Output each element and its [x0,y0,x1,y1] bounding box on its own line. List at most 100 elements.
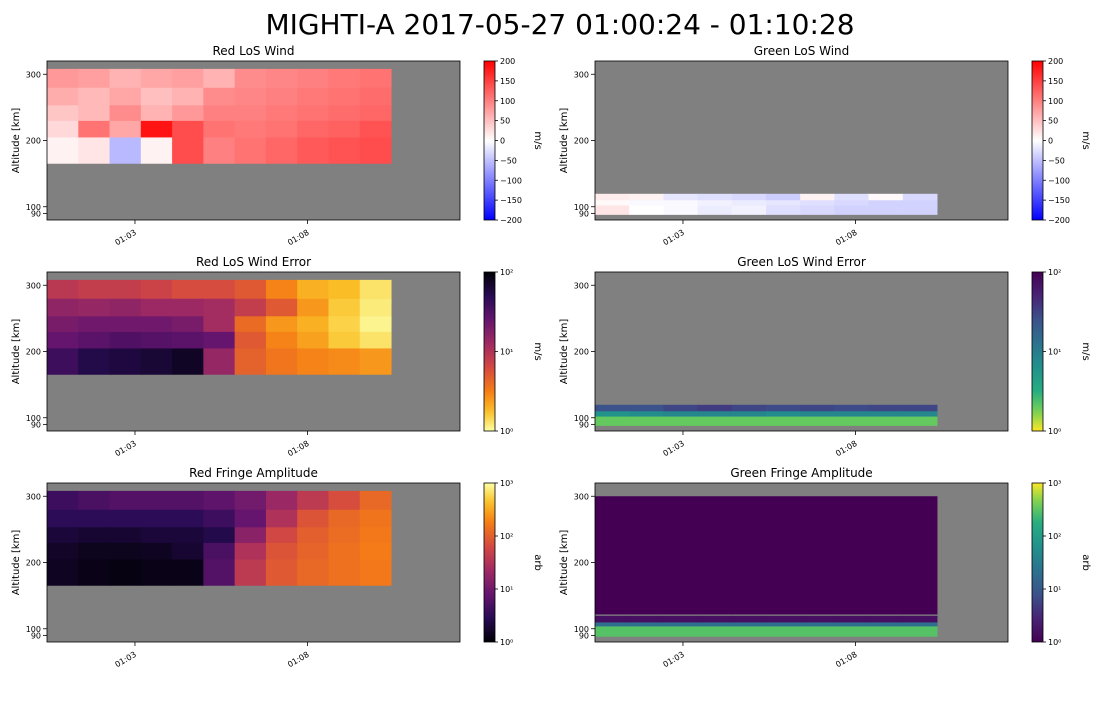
heatmap-cell [47,559,79,586]
heatmap-cell [902,615,938,627]
heatmap-cell [109,348,142,375]
y-tick-label: 90 [579,209,589,218]
colorbar-label: arb [1080,554,1091,571]
y-tick-label: 200 [574,559,589,568]
heatmap-cell [731,193,767,205]
colorbar-tick-label: −50 [1048,156,1065,165]
heatmap-cell [629,404,664,416]
y-tick-label: 90 [579,420,589,429]
heatmap-cell [765,205,801,215]
colorbar-tick-label: 10² [500,268,513,277]
heatmap-cell [765,626,801,637]
x-tick-label: 01:03 [113,439,137,458]
heatmap-cell [697,416,733,426]
heatmap-cell [834,615,870,627]
heatmap-cell [140,559,173,586]
y-tick-label: 200 [26,137,41,146]
heatmap-cell [663,416,699,426]
heatmap-cell [697,205,733,215]
heatmap-cell [663,193,699,205]
heatmap-cell [731,411,767,421]
heatmap-cell [140,137,173,164]
y-tick-label: 200 [574,137,589,146]
heatmap-cell [172,559,204,586]
subplot-title: Red Fringe Amplitude [189,466,318,480]
heatmap-cell [834,496,870,615]
heatmap-cell [595,404,630,416]
subplot-title: Green LoS Wind Error [737,255,866,269]
heatmap-cell [731,626,767,637]
x-tick-label: 01:03 [661,228,685,247]
heatmap-cell [697,622,733,629]
colorbar-tick-label: 10² [1048,532,1061,541]
heatmap-cell [800,404,835,416]
heatmap-cell [359,137,392,164]
plot-background [595,272,1008,431]
heatmap-cell [834,193,870,205]
heatmap-cell [731,496,767,615]
heatmap-cell [629,622,664,629]
heatmap-cell [731,615,767,627]
heatmap-cell [697,615,733,627]
heatmap-cell [47,348,79,375]
colorbar-tick-label: 100 [500,97,515,106]
heatmap-cell [731,404,767,416]
y-tick-label: 300 [26,492,41,501]
y-tick-label: 100 [574,414,589,423]
colorbar [1031,482,1044,643]
heatmap-cell [800,626,835,637]
heatmap-cell [868,496,904,615]
heatmap-cell [800,622,835,629]
heatmap-cell [234,348,267,375]
heatmap-cell [697,404,733,416]
colorbar-tick-label: 10⁰ [500,638,513,647]
heatmap-cell [663,411,699,421]
colorbar-tick-label: 10¹ [500,348,513,357]
heatmap-cell [902,626,938,637]
heatmap-cell [834,622,870,629]
heatmap-cell [663,200,699,210]
heatmap-cell [203,559,236,586]
heatmap-cell [697,193,733,205]
heatmap-cell [800,193,835,205]
y-tick-label: 100 [26,203,41,212]
heatmap-cell [765,404,801,416]
heatmap-cell [629,416,664,426]
heatmap-cell [834,411,870,421]
heatmap-cell [265,348,298,375]
heatmap-cell [868,615,904,627]
x-tick-label: 01:08 [286,439,310,458]
heatmap-cell [765,200,801,210]
heatmap-cell [902,411,938,421]
heatmap-cell [834,626,870,637]
colorbar-tick-label: 10³ [1048,479,1061,488]
colorbar-tick-label: 0 [500,137,505,146]
heatmap-cell [78,348,111,375]
heatmap-cell [663,615,699,627]
heatmap-cell [765,496,801,615]
heatmap-cell [629,496,664,615]
y-tick-label: 200 [574,348,589,357]
colorbar-tick-label: 10² [1048,268,1061,277]
colorbar-tick-label: 10⁰ [1048,427,1061,436]
heatmap-cell [629,411,664,421]
y-tick-label: 300 [26,70,41,79]
y-tick-label: 100 [574,625,589,634]
heatmap-cell [697,626,733,637]
heatmap-cell [663,404,699,416]
heatmap-cell [868,622,904,629]
colorbar-tick-label: −100 [500,176,522,185]
colorbar-tick-label: 10⁰ [1048,638,1061,647]
y-tick-label: 300 [574,492,589,501]
heatmap-cell [297,559,329,586]
heatmap-cell [172,137,204,164]
heatmap-cell [731,416,767,426]
heatmap-cell [203,137,236,164]
colorbar-tick-label: 10³ [500,479,513,488]
heatmap-cell [140,348,173,375]
colorbar-tick-label: 10¹ [1048,348,1061,357]
